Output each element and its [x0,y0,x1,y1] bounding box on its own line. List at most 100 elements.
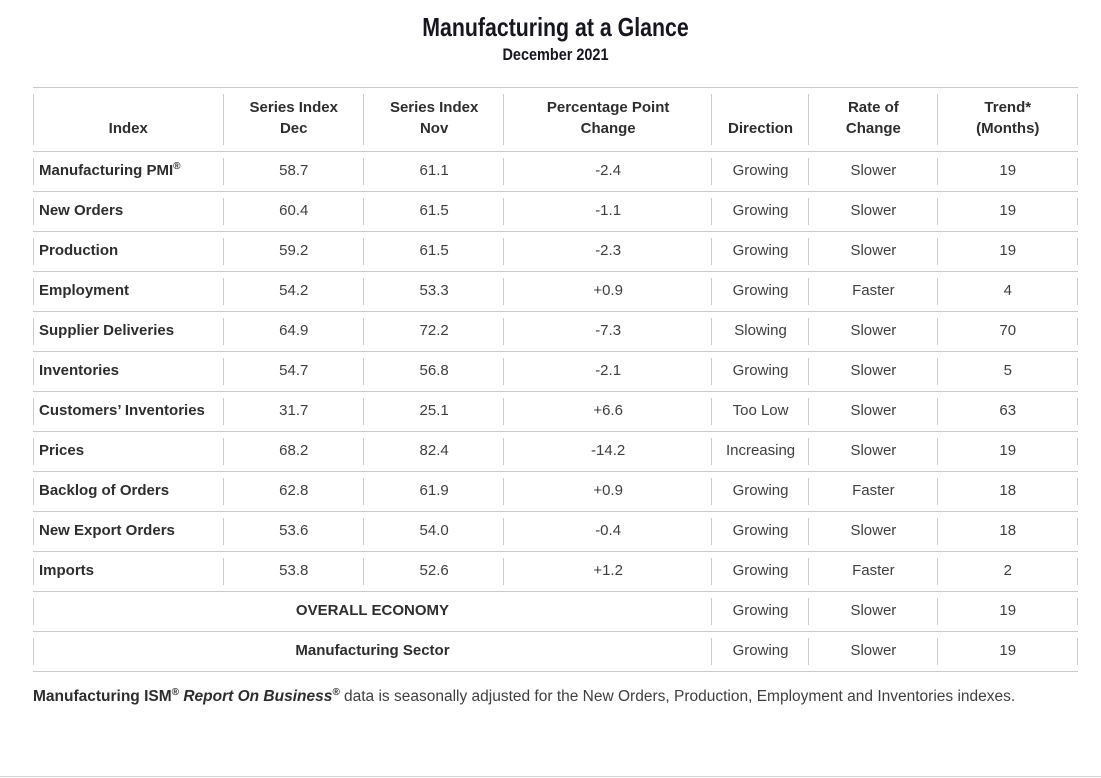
table-row: Imports 53.8 52.6 +1.2 Growing Faster 2 [33,552,1078,593]
cell-nov: 61.1 [363,152,505,193]
cell-rate: Slower [809,152,938,193]
table-row: Backlog of Orders 62.8 61.9 +0.9 Growing Fast… [33,472,1078,513]
cell-rate: Slower [809,392,938,433]
page-title: Manufacturing at a Glance [422,12,689,42]
cell-rate: Slower [809,192,938,233]
row-label: Production [33,232,224,273]
cell-change: +6.6 [504,392,712,433]
cell-direction: Growing [711,632,810,673]
cell-change: -7.3 [504,312,712,353]
cell-nov: 82.4 [363,432,505,473]
cell-direction: Growing [711,552,810,593]
cell-trend: 70 [937,312,1078,353]
cell-change: -2.4 [504,152,712,193]
cell-dec: 54.2 [223,272,364,313]
cell-trend: 18 [937,472,1078,513]
cell-trend: 19 [937,632,1078,673]
row-label: Imports [33,552,224,593]
table-row: New Orders 60.4 61.5 -1.1 Growing Slower 19 [33,192,1078,233]
row-label: Inventories [33,352,224,393]
footnote-text: data is seasonally adjusted for the New … [339,688,1016,706]
cell-direction: Growing [711,232,810,273]
column-header-dec: Series Index Dec [223,87,364,153]
cell-dec: 31.7 [223,392,364,433]
table-row: Prices 68.2 82.4 -14.2 Increasing Slower 19 [33,432,1078,473]
cell-trend: 5 [937,352,1078,393]
cell-trend: 63 [937,392,1078,433]
footnote: Manufacturing ISM® Report On Business® d… [33,684,1078,710]
page-subtitle: December 2021 [502,44,609,64]
column-header-index: Index [33,87,224,153]
table-row: Supplier Deliveries 64.9 72.2 -7.3 Slowing Sl… [33,312,1078,353]
cell-rate: Faster [809,272,938,313]
footnote-ism-bold: Manufacturing ISM® [33,687,180,706]
summary-row: OVERALL ECONOMY Growing Slower 19 [33,592,1078,633]
cell-change: -0.4 [504,512,712,553]
row-label: Employment [33,272,224,313]
cell-dec: 58.7 [223,152,364,193]
table-row: New Export Orders 53.6 54.0 -0.4 Growing Slow… [33,512,1078,553]
cell-nov: 52.6 [363,552,505,593]
cell-change: -2.3 [504,232,712,273]
bottom-divider [0,776,1101,777]
cell-change: +1.2 [504,552,712,593]
cell-direction: Too Low [711,392,810,433]
registered-mark-icon: ® [332,687,340,699]
table-row: Manufacturing PMI® 58.7 61.1 -2.4 Growing Slo… [33,152,1078,193]
table-row: Employment 54.2 53.3 +0.9 Growing Faster 4 [33,272,1078,313]
cell-direction: Growing [711,472,810,513]
manufacturing-at-a-glance-section: Manufacturing at a Glance December 2021 … [0,12,1101,710]
cell-change: +0.9 [504,472,712,513]
cell-rate: Slower [809,512,938,553]
cell-dec: 53.8 [223,552,364,593]
cell-direction: Growing [711,592,810,633]
table-row: Production 59.2 61.5 -2.3 Growing Slower 19 [33,232,1078,273]
cell-rate: Slower [809,632,938,673]
registered-mark-icon: ® [173,161,181,173]
cell-change: -14.2 [504,432,712,473]
row-label: Manufacturing PMI® [33,152,224,193]
cell-nov: 25.1 [363,392,505,433]
cell-trend: 19 [937,192,1078,233]
column-header-trend: Trend* (Months) [937,87,1078,153]
cell-nov: 61.5 [363,232,505,273]
cell-nov: 53.3 [363,272,505,313]
column-header-direction: Direction [711,87,810,153]
cell-direction: Growing [711,272,810,313]
cell-trend: 19 [937,232,1078,273]
row-label: New Orders [33,192,224,233]
cell-rate: Faster [809,472,938,513]
table-row: Inventories 54.7 56.8 -2.1 Growing Slower 5 [33,352,1078,393]
table-row: Customers’ Inventories 31.7 25.1 +6.6 Too Lo… [33,392,1078,433]
cell-rate: Faster [809,552,938,593]
cell-change: -2.1 [504,352,712,393]
cell-nov: 61.9 [363,472,505,513]
cell-nov: 56.8 [363,352,505,393]
cell-dec: 64.9 [223,312,364,353]
cell-trend: 19 [937,592,1078,633]
cell-direction: Increasing [711,432,810,473]
row-label: Customers’ Inventories [33,392,224,433]
column-header-change: Percentage Point Change [504,87,712,153]
cell-dec: 62.8 [223,472,364,513]
cell-rate: Slower [809,432,938,473]
row-label: Supplier Deliveries [33,312,224,353]
summary-row: Manufacturing Sector Growing Slower 19 [33,632,1078,673]
cell-rate: Slower [809,312,938,353]
row-label: New Export Orders [33,512,224,553]
cell-trend: 2 [937,552,1078,593]
summary-row-label: Manufacturing Sector [33,632,712,673]
cell-change: -1.1 [504,192,712,233]
manufacturing-at-a-glance-table: Index Series Index Dec Series Index Nov Perce… [33,87,1078,673]
cell-dec: 59.2 [223,232,364,273]
cell-trend: 19 [937,152,1078,193]
cell-rate: Slower [809,352,938,393]
cell-direction: Growing [711,152,810,193]
cell-direction: Growing [711,352,810,393]
cell-trend: 4 [937,272,1078,313]
cell-nov: 54.0 [363,512,505,553]
registered-mark-icon: ® [171,687,180,699]
column-header-rate: Rate of Change [809,87,938,153]
table-header-row: Index Series Index Dec Series Index Nov Perce… [33,87,1078,153]
row-label: Prices [33,432,224,473]
